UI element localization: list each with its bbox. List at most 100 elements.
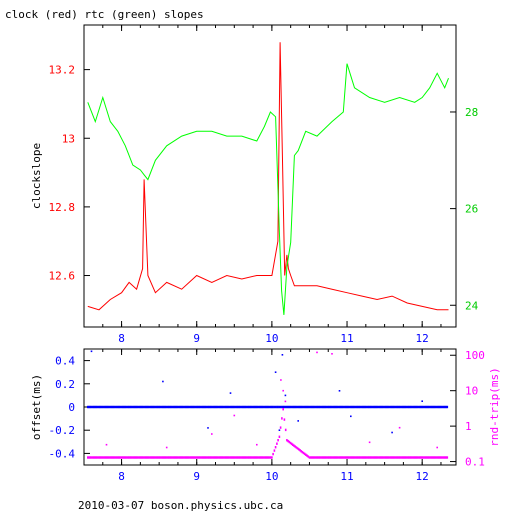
series-rnd-trip-point <box>409 456 411 459</box>
series-rnd-trip-outliers-point <box>256 443 258 446</box>
series-rnd-trip-point <box>271 456 273 459</box>
y2-tick-label: 26 <box>465 203 478 216</box>
series-offset-point <box>227 405 229 409</box>
series-offset-point <box>172 405 175 409</box>
series-rnd-trip-point <box>305 453 307 456</box>
x-tick-label: 8 <box>118 332 125 345</box>
series-offset-point <box>204 405 206 409</box>
series-offset-point <box>113 405 116 409</box>
series-offset-point <box>118 405 120 409</box>
series-offset-point <box>389 405 392 409</box>
series-rnd-trip-point <box>387 456 389 459</box>
series-rnd-trip-point <box>315 456 318 459</box>
series-rnd-trip-point <box>439 456 441 459</box>
series-rnd-trip-point <box>211 456 214 459</box>
series-offset-point <box>128 405 130 409</box>
series-offset-point <box>328 405 330 409</box>
series-rnd-trip-point <box>94 456 96 459</box>
series-offset-point <box>279 405 282 409</box>
series-offset-point <box>326 405 329 409</box>
series-rnd-trip-point <box>402 456 404 459</box>
series-offset-point <box>260 405 262 409</box>
series-offset-point <box>309 405 312 409</box>
series-offset-point <box>315 405 318 409</box>
series-rnd-trip-point <box>262 456 265 459</box>
series-rnd-trip-point <box>203 456 205 459</box>
series-rnd-trip-point <box>129 456 131 459</box>
series-rnd-trip-point <box>221 456 223 459</box>
series-rnd-trip-point <box>145 456 147 459</box>
series-offset-point <box>357 405 359 409</box>
series-rnd-trip-point <box>284 428 287 432</box>
series-rnd-trip-point <box>131 456 134 459</box>
series-rnd-trip-point <box>87 456 89 459</box>
series-offset-point <box>392 405 394 409</box>
series-offset-point <box>422 405 425 409</box>
series-offset-point <box>302 405 305 409</box>
series-offset-point <box>155 405 158 409</box>
series-offset-point <box>159 405 162 409</box>
series-offset-point <box>225 405 227 409</box>
series-offset-point <box>318 405 320 409</box>
y-tick-label: 12.8 <box>49 201 76 214</box>
series-offset-point <box>354 405 357 409</box>
series-rnd-trip-point <box>323 456 325 459</box>
series-offset-outliers-point <box>338 390 341 392</box>
series-rnd-trip-point <box>329 456 331 459</box>
series-rnd-trip-point <box>168 456 170 459</box>
series-offset-point <box>176 405 179 409</box>
x-tick-label: 9 <box>193 332 200 345</box>
series-offset-point <box>226 405 228 409</box>
series-offset-point <box>331 405 334 409</box>
series-rnd-trip-point <box>226 456 228 459</box>
series-offset-point <box>417 405 420 409</box>
series-rnd-trip-point <box>306 454 308 457</box>
series-offset-point <box>181 405 183 409</box>
series-offset-point <box>348 405 351 409</box>
series-offset-point <box>210 405 213 409</box>
series-rnd-trip-point <box>380 456 382 459</box>
series-rnd-trip-point <box>423 456 426 459</box>
series-offset-point <box>439 405 441 409</box>
series-rnd-trip-point <box>343 456 346 459</box>
series-offset-point <box>102 405 105 409</box>
series-offset-point <box>394 405 397 409</box>
series-offset-point <box>112 405 114 409</box>
series-rnd-trip-point <box>171 456 174 459</box>
series-rnd-trip-point <box>112 456 114 459</box>
series-offset-point <box>359 405 362 409</box>
series-offset-point <box>432 405 434 409</box>
series-rtc <box>87 63 449 315</box>
x-tick-label: 10 <box>265 332 278 345</box>
series-rnd-trip-point <box>288 440 291 444</box>
series-offset-point <box>252 405 255 409</box>
series-rnd-trip-point <box>186 456 188 459</box>
series-rnd-trip-point <box>336 456 339 459</box>
series-offset-point <box>203 405 205 409</box>
series-offset-point <box>346 405 348 409</box>
series-offset-point <box>294 405 296 409</box>
series-rnd-trip-point <box>266 456 268 459</box>
series-offset-point <box>334 405 336 409</box>
series-offset-point <box>442 405 445 409</box>
series-rnd-trip-point <box>120 456 123 459</box>
y-axis-label: clockslope <box>30 143 43 209</box>
series-rnd-trip-outliers <box>105 351 438 449</box>
series-rnd-trip-point <box>278 435 281 438</box>
series-offset-point <box>277 405 279 409</box>
series-rnd-trip-point <box>204 456 206 459</box>
series-rnd-trip-point <box>140 456 142 459</box>
series-offset-point <box>194 405 197 409</box>
series-rnd-trip-point <box>382 456 385 459</box>
series-rnd-trip-point <box>433 456 435 459</box>
y2-tick-label: 0.1 <box>465 456 485 469</box>
series-rnd-trip-point <box>430 456 433 459</box>
series-rnd-trip-point <box>426 456 428 459</box>
series-offset-point <box>189 405 192 409</box>
series-offset-point <box>215 405 217 409</box>
series-offset-point <box>322 405 324 409</box>
series-offset-point <box>374 405 376 409</box>
series-rnd-trip-point <box>174 456 176 459</box>
series-offset-point <box>411 405 414 409</box>
series-rnd-trip-point <box>319 456 322 459</box>
